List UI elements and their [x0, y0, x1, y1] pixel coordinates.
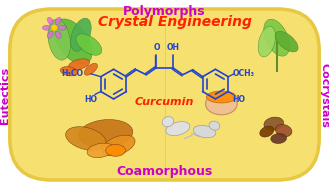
Text: Cocrystals: Cocrystals — [319, 63, 329, 127]
Ellipse shape — [47, 17, 53, 25]
Ellipse shape — [275, 31, 298, 52]
Ellipse shape — [68, 59, 89, 70]
Ellipse shape — [71, 18, 91, 51]
Text: OCH₃: OCH₃ — [232, 69, 254, 78]
Ellipse shape — [209, 121, 220, 130]
FancyBboxPatch shape — [10, 9, 319, 180]
Ellipse shape — [162, 117, 174, 127]
Ellipse shape — [54, 19, 92, 64]
Ellipse shape — [66, 127, 106, 150]
Ellipse shape — [55, 17, 61, 25]
Text: Polymorphs: Polymorphs — [123, 5, 206, 18]
Ellipse shape — [84, 63, 97, 75]
Ellipse shape — [58, 25, 66, 30]
Ellipse shape — [275, 125, 292, 137]
Ellipse shape — [42, 25, 50, 30]
Ellipse shape — [264, 19, 290, 56]
Text: HO: HO — [232, 95, 245, 105]
Ellipse shape — [193, 125, 216, 138]
Ellipse shape — [258, 26, 275, 57]
Ellipse shape — [60, 67, 78, 76]
Text: Eutectics: Eutectics — [0, 66, 10, 124]
Ellipse shape — [47, 31, 53, 38]
Ellipse shape — [271, 133, 287, 143]
Text: Crystal Engineering: Crystal Engineering — [98, 15, 252, 29]
Text: OH: OH — [166, 43, 179, 52]
Text: H₃CO: H₃CO — [61, 69, 83, 78]
Ellipse shape — [207, 91, 236, 103]
Ellipse shape — [48, 19, 70, 60]
Text: Coamorphous: Coamorphous — [116, 165, 213, 178]
Ellipse shape — [206, 93, 237, 115]
Ellipse shape — [106, 144, 125, 156]
Ellipse shape — [260, 126, 274, 137]
Ellipse shape — [55, 31, 61, 38]
Text: O: O — [154, 43, 160, 52]
Ellipse shape — [79, 120, 133, 148]
Ellipse shape — [51, 25, 57, 31]
Ellipse shape — [264, 117, 284, 130]
Text: Curcumin: Curcumin — [135, 97, 194, 107]
Ellipse shape — [102, 135, 135, 156]
Ellipse shape — [76, 34, 102, 55]
Ellipse shape — [87, 143, 114, 158]
Ellipse shape — [166, 122, 190, 136]
Text: HO: HO — [84, 95, 97, 105]
